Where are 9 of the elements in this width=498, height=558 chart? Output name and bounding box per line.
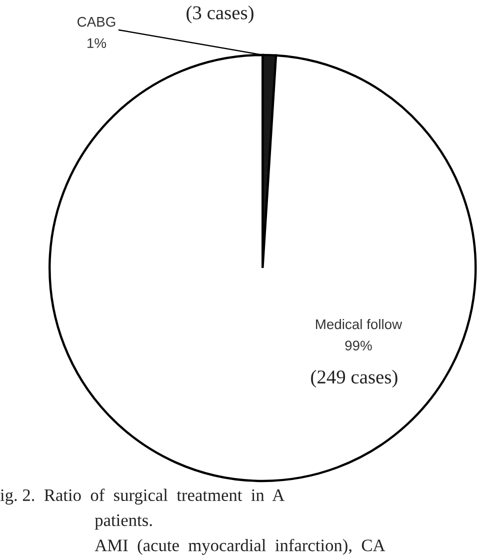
text: (3 cases) [186, 6, 254, 24]
data-label: 1% [88, 38, 106, 48]
slice-label: CABG [78, 16, 116, 27]
text: patients. [94, 514, 152, 530]
slice-label: Medical follow [316, 318, 402, 330]
data-label: 99% [345, 340, 372, 350]
text: ig. 2. Ratio of surgical treatment in A [0, 488, 285, 505]
text: (249 cases) [311, 370, 398, 388]
text: AMI (acute myocardial infarction), CA [94, 538, 386, 555]
